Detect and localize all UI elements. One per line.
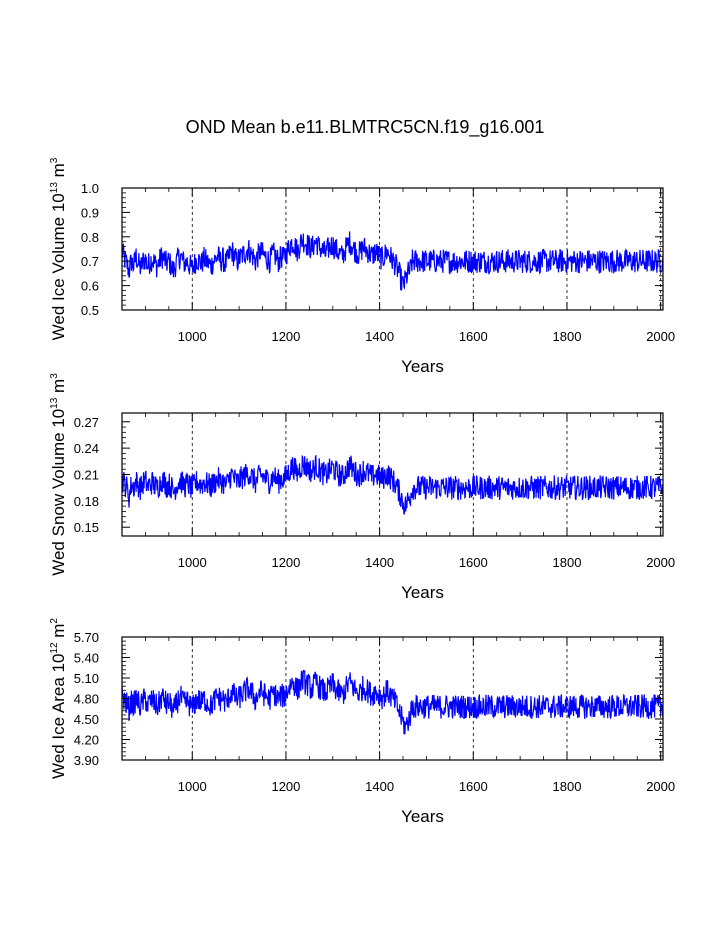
x-tick-label: 2000 bbox=[646, 555, 675, 570]
panel-snow-volume: 1000 1200 1400 1600 1800 2000 0.15 0.18 0.21 0.24… bbox=[49, 373, 675, 602]
x-tick-label: 1200 bbox=[271, 329, 300, 344]
x-tick-label: 1800 bbox=[553, 329, 582, 344]
panel-ice-area: 1000 1200 1400 1600 1800 2000 3.90 4.20 4.50 4.80… bbox=[49, 618, 675, 826]
x-tick-label: 1800 bbox=[553, 779, 582, 794]
y-tick-label: 0.7 bbox=[81, 254, 99, 269]
x-tick-label: 2000 bbox=[646, 779, 675, 794]
x-tick-label: 1400 bbox=[365, 555, 394, 570]
x-tick-label: 1800 bbox=[553, 555, 582, 570]
y-tick-label: 0.21 bbox=[74, 468, 99, 483]
x-tick-label: 1600 bbox=[459, 555, 488, 570]
x-axis-label: Years bbox=[401, 357, 444, 376]
y-tick-label: 5.40 bbox=[74, 651, 99, 666]
x-tick-label: 1600 bbox=[459, 779, 488, 794]
y-tick-label: 3.90 bbox=[74, 753, 99, 768]
x-tick-label: 1400 bbox=[365, 329, 394, 344]
series-line bbox=[121, 669, 664, 735]
y-tick-label: 0.5 bbox=[81, 303, 99, 318]
panel-ice-volume: 1000 1200 1400 1600 1800 2000 0.5 0.6 0.7 0.8 0.9 1… bbox=[49, 157, 675, 376]
y-tick-label: 0.18 bbox=[74, 494, 99, 509]
plot-frame bbox=[121, 412, 664, 537]
x-tick-label: 1200 bbox=[271, 555, 300, 570]
series-line bbox=[121, 455, 664, 515]
y-tick-label: 0.8 bbox=[81, 230, 99, 245]
panels: 1000 1200 1400 1600 1800 2000 0.5 0.6 0.7 0.8 0.9 1… bbox=[49, 157, 675, 826]
y-tick-label: 0.27 bbox=[74, 415, 99, 430]
y-axis-label: Wed Ice Volume 1013 m3 bbox=[49, 157, 68, 340]
plot-frame bbox=[121, 187, 664, 311]
x-axis-label: Years bbox=[401, 583, 444, 602]
y-tick-label: 0.6 bbox=[81, 279, 99, 294]
series-line bbox=[121, 231, 664, 291]
x-tick-label: 2000 bbox=[646, 329, 675, 344]
y-tick-label: 5.10 bbox=[74, 671, 99, 686]
y-axis-label: Wed Ice Area 1012 m2 bbox=[49, 618, 68, 779]
y-tick-label: 0.24 bbox=[74, 441, 99, 456]
y-axis-label: Wed Snow Volume 1013 m3 bbox=[49, 373, 68, 576]
x-tick-label: 1200 bbox=[271, 779, 300, 794]
y-tick-label: 4.80 bbox=[74, 692, 99, 707]
x-tick-label: 1400 bbox=[365, 779, 394, 794]
x-tick-label: 1000 bbox=[178, 329, 207, 344]
x-tick-label: 1000 bbox=[178, 779, 207, 794]
y-tick-label: 0.9 bbox=[81, 205, 99, 220]
y-tick-label: 1.0 bbox=[81, 181, 99, 196]
x-tick-label: 1000 bbox=[178, 555, 207, 570]
x-axis-label: Years bbox=[401, 807, 444, 826]
y-tick-label: 0.15 bbox=[74, 520, 99, 535]
y-tick-label: 4.20 bbox=[74, 733, 99, 748]
chart-title: OND Mean b.e11.BLMTRC5CN.f19_g16.001 bbox=[186, 117, 545, 138]
x-tick-label: 1600 bbox=[459, 329, 488, 344]
y-tick-label: 4.50 bbox=[74, 712, 99, 727]
y-tick-label: 5.70 bbox=[74, 630, 99, 645]
